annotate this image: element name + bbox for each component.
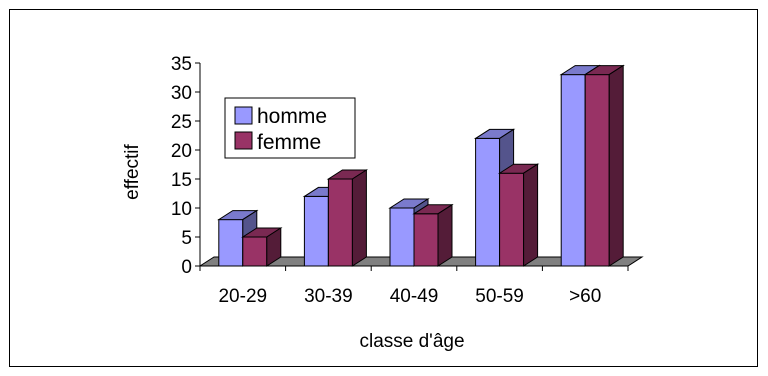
bars-layer (217, 64, 625, 267)
y-axis-title: effectif (122, 143, 143, 199)
y-tick-label: 20 (171, 141, 192, 162)
y-tick-label: 35 (171, 54, 192, 75)
legend-label-femme: femme (257, 131, 321, 154)
bar-side (266, 227, 282, 267)
y-tick-label: 0 (181, 257, 192, 278)
x-tick-label: 40-49 (390, 286, 439, 307)
y-tick-label: 25 (171, 112, 192, 133)
bar-femme-40-49 (412, 203, 454, 267)
bar-front (413, 213, 439, 267)
x-axis-title: classe d'âge (359, 331, 464, 352)
bar-femme-30-39 (326, 169, 369, 267)
legend-swatch-homme (234, 106, 253, 125)
bar-side (351, 169, 367, 267)
chart-frame (9, 9, 758, 367)
bar-front (327, 178, 353, 267)
x-tick-label: >60 (569, 286, 601, 307)
y-tick-label: 15 (171, 170, 192, 191)
bar-front (389, 207, 415, 267)
bar-femme-20-29 (241, 227, 283, 267)
bar-front (584, 74, 610, 267)
y-tick-label: 5 (181, 228, 192, 249)
bar-front (475, 137, 501, 267)
bar-side (608, 64, 624, 267)
legend: homme femme (224, 97, 356, 159)
bar-side (523, 163, 539, 267)
bar-femme->60 (583, 64, 625, 267)
y-tick-label: 10 (171, 199, 192, 220)
bar-front (499, 172, 525, 267)
x-tick-label: 50-59 (475, 286, 524, 307)
bar-front (218, 219, 244, 267)
bar-femme-50-59 (497, 163, 540, 267)
axis-layer: 0 5 10 15 20 25 30 35 20-29 30-39 40-49 50-59 >60 (171, 54, 629, 307)
bar-front (303, 195, 329, 267)
bar-side (437, 203, 453, 267)
bar-front (242, 236, 268, 267)
x-tick-label: 20-29 (218, 286, 267, 307)
legend-label-homme: homme (257, 105, 327, 128)
bar-front (560, 74, 586, 267)
x-tick-label: 30-39 (304, 286, 353, 307)
legend-swatch-femme (234, 131, 253, 150)
y-tick-label: 30 (171, 83, 192, 104)
